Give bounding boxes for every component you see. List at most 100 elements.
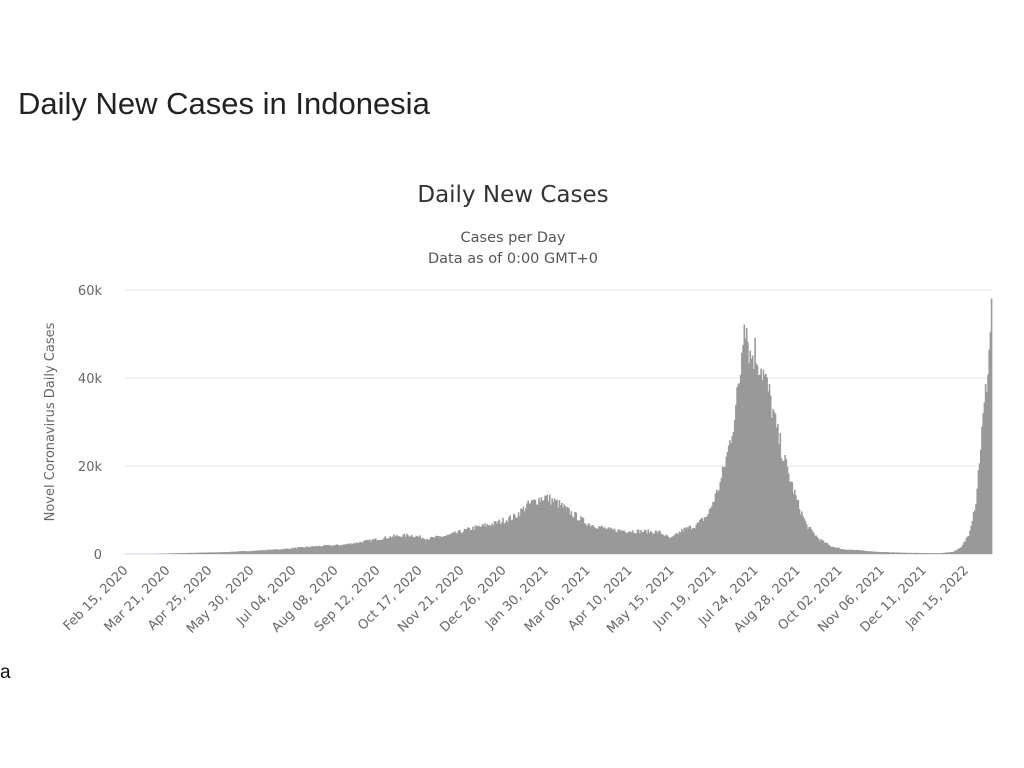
bar [636,529,639,554]
bar [364,540,366,554]
bar [589,526,592,554]
bar [733,420,736,554]
bar [573,517,575,554]
bar [565,507,568,554]
bar [695,524,698,554]
bar [266,549,269,554]
bar [556,499,558,554]
bar [623,530,626,554]
bar [851,549,854,554]
bar [649,531,652,554]
bar [317,546,319,554]
bar [606,528,609,554]
bar [422,538,425,554]
bar [467,527,469,554]
bar [497,521,499,554]
bar [421,537,424,554]
bar [229,551,232,554]
bar [796,500,798,554]
bar [877,551,880,554]
bar [723,467,725,554]
bar [789,482,791,554]
bar [792,493,795,554]
bar [876,551,879,554]
bar [918,553,921,554]
bar [199,552,202,554]
bar [472,526,474,554]
bar [755,363,758,554]
bar [983,402,986,554]
bar [942,552,945,554]
bar [328,544,330,554]
bar [347,543,349,554]
bar [474,525,477,554]
bar [168,553,171,554]
bar [627,532,629,554]
bar [574,511,576,554]
bar [289,548,292,554]
page-heading: Daily New Cases in Indonesia [18,86,430,121]
bar [401,536,403,554]
bar [787,473,790,554]
bar [269,549,271,554]
bar [392,534,395,554]
bar [967,536,970,554]
bar [406,533,408,554]
bar [774,413,777,554]
bar [936,553,939,554]
bar [388,538,390,554]
bar [646,533,648,554]
bar [880,551,882,554]
bar [476,526,479,554]
bar [883,552,886,554]
bar [281,549,283,554]
bar [913,552,916,554]
bar [719,481,722,554]
bar [713,501,716,554]
bar [845,549,848,554]
bar [535,504,538,554]
bar [545,495,547,554]
bar [735,404,737,554]
bar [805,524,808,554]
bar [284,548,287,554]
bar [690,529,693,554]
bar [821,540,824,554]
bar [217,552,220,554]
bar [194,552,197,554]
bar [857,549,860,554]
bar [488,525,491,554]
bar [631,530,634,554]
bar [928,553,930,554]
bar [221,552,223,554]
bar [174,553,177,554]
bar [850,549,852,554]
bar [827,544,830,554]
bar [865,551,868,554]
bar [235,551,238,554]
bar [583,523,586,554]
bar [741,352,743,554]
bar [671,536,674,554]
bar [188,552,191,554]
bar [907,552,910,554]
bar [955,550,958,554]
bar [759,374,761,554]
bar [864,550,867,554]
bar [394,536,396,554]
bar [659,531,662,554]
bar [575,512,578,554]
bar [228,552,231,554]
bar [458,529,461,554]
bar [664,536,666,554]
bar [750,358,753,554]
bar [551,498,553,554]
bar [214,552,216,554]
bar [933,553,935,554]
bar [702,520,705,554]
bar [747,342,749,554]
bar [192,552,195,554]
bar [215,552,217,554]
bar [373,539,376,554]
bar [652,533,654,554]
